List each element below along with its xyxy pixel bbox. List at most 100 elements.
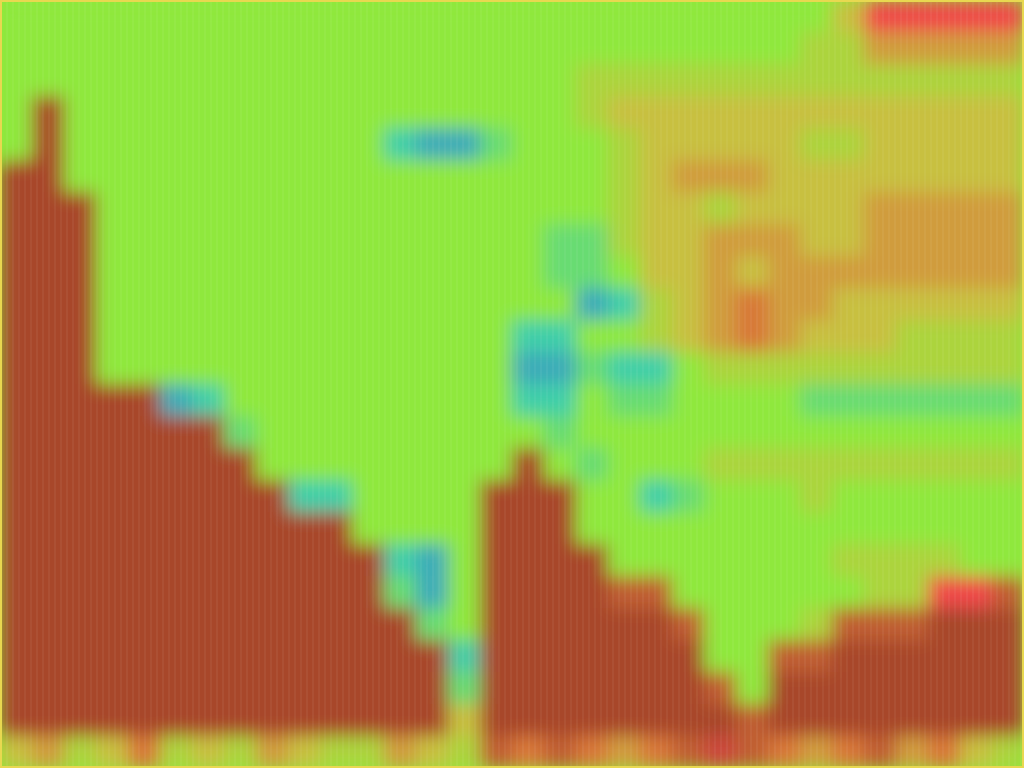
cell [32,384,65,417]
cell [672,704,705,737]
cell [608,160,641,193]
cell [544,544,577,577]
cell [224,416,257,449]
cell [672,288,705,321]
cell [448,576,481,609]
cell [736,512,769,545]
cell [864,640,897,673]
cell [448,736,481,768]
stripe [714,0,716,768]
stripe [864,0,866,768]
cell [96,384,129,417]
stripe [696,0,698,768]
cell [352,192,385,225]
cell [320,608,353,641]
cell [544,256,577,289]
stripe [144,0,146,768]
cell [384,512,417,545]
cell [256,384,289,417]
stripe [756,0,758,768]
stripe [906,0,908,768]
cell [64,576,97,609]
cell [224,448,257,481]
cell [352,672,385,705]
stripe [432,0,434,768]
cell [896,128,929,161]
cell [960,448,993,481]
cell [608,512,641,545]
cell [416,128,449,161]
stripe [384,0,386,768]
cell [896,288,929,321]
stripe [120,0,122,768]
stripe [108,0,110,768]
cell [448,384,481,417]
cell [384,448,417,481]
stripe [876,0,878,768]
cell [544,384,577,417]
cell [352,480,385,513]
cell [224,0,257,33]
cell [832,192,865,225]
stripe [918,0,920,768]
stripe [738,0,740,768]
stripe [408,0,410,768]
stripe [732,0,734,768]
cell [992,256,1024,289]
cell [864,224,897,257]
cell [832,416,865,449]
cell [672,224,705,257]
stripe [228,0,230,768]
stripe [720,0,722,768]
cell [896,384,929,417]
cell [608,704,641,737]
cell [800,224,833,257]
cell [32,160,65,193]
cell [160,448,193,481]
cell [672,384,705,417]
cell [512,640,545,673]
stripe [246,0,248,768]
cell [768,640,801,673]
cell [704,512,737,545]
cell [672,160,705,193]
cell [672,512,705,545]
cell [416,64,449,97]
stripe [174,0,176,768]
cell [416,192,449,225]
stripe [1008,0,1010,768]
cell [192,160,225,193]
cell [0,480,33,513]
stripe [132,0,134,768]
cell [352,256,385,289]
cell [0,192,33,225]
stripe [156,0,158,768]
cell [128,192,161,225]
cell [864,512,897,545]
cell [960,128,993,161]
cell [416,448,449,481]
cell [928,480,961,513]
stripe [828,0,830,768]
cell [608,128,641,161]
stripe [852,0,854,768]
cell [608,576,641,609]
cell [608,192,641,225]
cell [32,192,65,225]
cell [192,352,225,385]
cell [608,736,641,768]
cell [32,544,65,577]
cell [544,608,577,641]
cell [640,224,673,257]
stripe [570,0,572,768]
stripe [762,0,764,768]
cell [544,576,577,609]
cell [640,192,673,225]
cell [480,608,513,641]
cell [448,544,481,577]
cell [864,672,897,705]
cell [256,0,289,33]
cell [480,352,513,385]
cell [160,64,193,97]
cell [768,0,801,33]
